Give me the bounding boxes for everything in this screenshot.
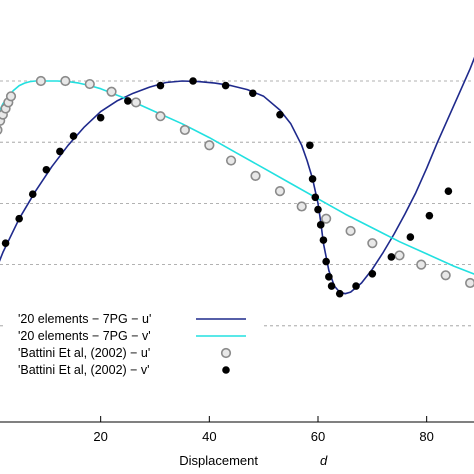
data-point-black [308, 175, 317, 183]
x-tick-labels: 20 40 60 80 [93, 429, 433, 444]
data-point-grey [0, 125, 3, 135]
grid-lines [0, 80, 474, 327]
data-point-black [406, 233, 415, 241]
series-layer [0, 56, 474, 298]
data-point-black [28, 190, 37, 199]
data-point-grey [225, 155, 237, 166]
data-point-black [124, 97, 132, 105]
x-tick-label: 40 [202, 429, 216, 444]
data-point-black [69, 132, 78, 140]
data-point-grey [130, 97, 142, 108]
data-point-black [319, 236, 328, 244]
data-point-black [387, 253, 396, 261]
x-axis-title: Displacement [179, 453, 258, 468]
data-point-grey [394, 250, 405, 261]
data-point-grey [345, 225, 356, 237]
data-point-grey [367, 238, 378, 249]
legend-label: 'Battini Et al, (2002) − u' [18, 346, 150, 360]
data-point-grey [60, 75, 71, 87]
data-point-grey [416, 259, 427, 270]
data-point-grey [155, 111, 166, 122]
legend-label: 'Battini Et al, (2002) − v' [18, 363, 150, 377]
legend-label: '20 elements − 7PG − v' [18, 329, 151, 343]
legend-box [6, 302, 262, 380]
data-point-black [156, 81, 165, 90]
data-point-black [322, 257, 330, 266]
legend-label: '20 elements − 7PG − u' [18, 312, 151, 326]
series-line [0, 56, 474, 295]
data-point-grey [296, 201, 307, 212]
data-point-black [368, 269, 377, 278]
data-point-black [335, 289, 344, 298]
x-tick-label: 20 [93, 429, 107, 444]
data-point-black [311, 193, 320, 202]
data-point-black [221, 81, 230, 90]
data-point-black [96, 113, 105, 122]
data-point-grey [465, 277, 474, 289]
data-point-grey [84, 78, 95, 90]
data-point-grey [440, 270, 451, 281]
x-tick-label: 60 [311, 429, 325, 444]
data-point-black [314, 205, 322, 214]
legend-marker-black-dot [222, 366, 230, 374]
data-point-grey [179, 124, 190, 136]
data-point-black [327, 282, 336, 290]
data-point-black [425, 211, 434, 220]
data-point-grey [204, 140, 215, 151]
data-point-grey [35, 75, 47, 87]
data-point-black [249, 89, 257, 98]
x-tick-label: 80 [419, 429, 433, 444]
data-point-black [352, 282, 360, 290]
legend-marker-grey-circle [220, 347, 232, 359]
data-point-black [276, 110, 284, 119]
data-point-black [316, 221, 325, 229]
data-point-black [444, 187, 453, 195]
data-point-black [1, 239, 10, 247]
series-line [0, 80, 474, 275]
legend: '20 elements − 7PG − u' '20 elements − 7… [6, 302, 262, 380]
data-point-black [15, 214, 23, 223]
x-tick-marks [100, 416, 428, 422]
data-point-grey [321, 213, 332, 224]
data-point-black [189, 77, 197, 85]
data-point-grey [5, 91, 17, 102]
x-axis-symbol: d [320, 453, 328, 468]
data-point-black [56, 147, 64, 156]
data-point-grey [106, 86, 117, 97]
data-point-black [325, 273, 333, 281]
data-point-black [306, 141, 314, 150]
data-point-black [42, 165, 51, 174]
data-point-grey [250, 170, 261, 181]
data-point-grey [274, 186, 286, 197]
